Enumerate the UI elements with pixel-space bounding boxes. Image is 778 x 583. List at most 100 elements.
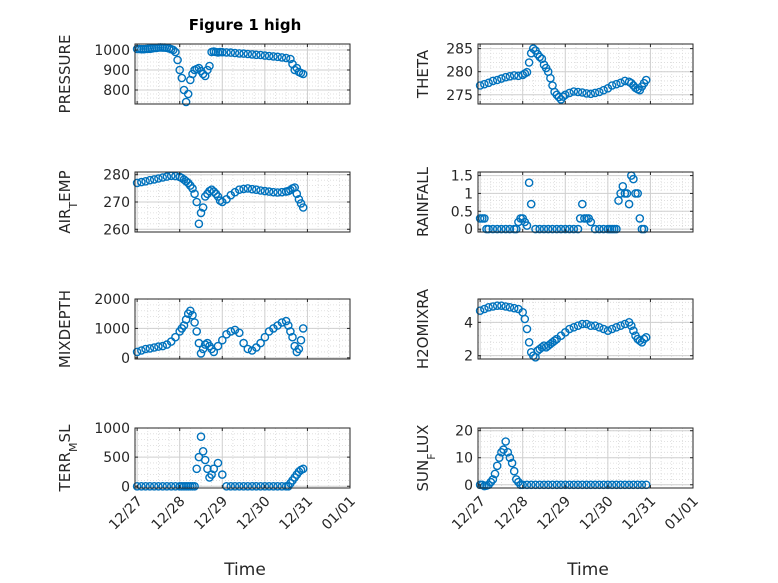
x-tick-label: 01/01 [662, 494, 702, 534]
data-point-terr_msl [158, 481, 167, 491]
data-point-pressure [171, 47, 180, 57]
data-point-air_temp [286, 185, 295, 195]
data-point-rainfall [612, 224, 621, 234]
plot-area-mixdepth [135, 299, 350, 359]
data-point-rainfall [535, 224, 545, 234]
data-point-rainfall [480, 214, 489, 223]
data-point-air_temp [196, 208, 206, 218]
data-point-pressure [243, 49, 253, 59]
data-point-sun_flux [501, 437, 511, 446]
x-tick-label: 12/31 [276, 494, 316, 534]
y-tick-label-rainfall: 1 [464, 186, 473, 202]
data-point-rainfall [539, 224, 549, 234]
data-point-rainfall [575, 214, 585, 223]
data-point-sun_flux [505, 453, 515, 463]
x-tick-label: 12/29 [191, 494, 231, 534]
data-point-h2omixra [590, 321, 600, 331]
data-point-h2omixra [616, 321, 625, 331]
data-point-h2omixra [582, 319, 591, 329]
data-point-rainfall [569, 224, 579, 234]
data-point-air_temp [132, 178, 142, 188]
y-tick-label-h2omixra: 4 [464, 315, 473, 331]
y-tick-label-theta: 280 [446, 65, 473, 81]
data-point-theta [607, 81, 617, 90]
data-point-theta [505, 72, 515, 81]
data-point-h2omixra [612, 322, 621, 332]
data-point-h2omixra [639, 334, 649, 344]
data-point-terr_msl [222, 481, 231, 491]
data-point-h2omixra [550, 336, 559, 346]
data-point-rainfall [556, 224, 566, 234]
data-point-terr_msl [213, 458, 223, 468]
x-axis-label-right: Time [566, 560, 609, 580]
data-point-pressure [222, 48, 231, 57]
panel-sun_flux: 0 10 20 SUNFLUX 12/27 12/28 12/29 12/30 12/31 01/… [414, 424, 702, 534]
data-point-pressure [256, 50, 265, 60]
data-point-h2omixra [492, 301, 502, 311]
data-point-mixdepth [145, 344, 155, 353]
data-point-terr_msl [198, 446, 208, 456]
data-point-mixdepth [226, 327, 236, 336]
y-tick-label-terr_msl: 500 [103, 450, 130, 466]
y-axis-label-terr_msl: TERRMSL [56, 424, 80, 493]
y-axis-label-sun_flux: SUNFLUX [414, 425, 438, 492]
data-point-theta [612, 79, 621, 89]
data-point-mixdepth [192, 327, 201, 336]
y-tick-label-theta: 275 [446, 88, 473, 104]
data-point-pressure [230, 48, 240, 58]
data-point-air_temp [292, 189, 302, 199]
data-point-sun_flux [488, 475, 498, 484]
data-point-mixdepth [137, 346, 146, 355]
y-axis-label-theta: THETA [414, 49, 432, 99]
data-point-h2omixra [599, 324, 608, 334]
y-tick-label-air_temp: 260 [103, 222, 130, 238]
data-point-terr_msl [132, 481, 142, 491]
data-point-mixdepth [149, 343, 159, 352]
data-point-h2omixra [520, 314, 530, 324]
data-point-rainfall [629, 174, 638, 184]
data-point-theta [569, 87, 579, 96]
data-point-mixdepth [260, 332, 270, 342]
y-tick-label-mixdepth: 0 [121, 351, 130, 367]
data-point-theta [488, 76, 498, 86]
data-point-mixdepth [154, 342, 163, 351]
data-point-terr_msl [260, 481, 270, 491]
data-point-terr_msl [166, 481, 176, 491]
data-point-pressure [168, 45, 178, 55]
data-point-theta [522, 67, 532, 77]
axes-box-rainfall [477, 171, 694, 233]
y-axis-label-mixdepth: MIXDEPTH [56, 290, 74, 368]
data-point-rainfall [622, 189, 632, 198]
data-point-terr_msl [239, 481, 248, 491]
x-tick-label: 12/27 [449, 494, 489, 534]
y-axis-label-rainfall: RAINFALL [414, 166, 432, 237]
y-tick-label-terr_msl: 0 [121, 479, 130, 495]
data-point-h2omixra [607, 324, 617, 334]
data-point-h2omixra [524, 337, 534, 347]
panel-mixdepth: 0 1000 2000 MIXDEPTH [56, 290, 351, 368]
data-point-pressure [239, 49, 248, 58]
data-point-pressure [260, 51, 270, 60]
data-point-rainfall [501, 224, 511, 234]
data-point-theta [590, 88, 600, 98]
data-point-mixdepth [200, 340, 210, 349]
data-point-mixdepth [213, 341, 223, 351]
data-point-pressure [183, 89, 193, 99]
data-point-h2omixra [497, 301, 506, 311]
data-point-theta [529, 44, 538, 53]
data-point-mixdepth [243, 344, 253, 354]
data-point-theta [641, 75, 651, 85]
y-axis-label-h2omixra: H2OMIXRA [414, 288, 432, 369]
y-tick-label-theta: 285 [446, 42, 473, 58]
data-point-h2omixra [573, 321, 583, 331]
data-point-rainfall [595, 224, 604, 234]
data-point-air_temp [162, 172, 172, 181]
y-tick-label-rainfall: 0 [464, 222, 473, 238]
data-point-rainfall [484, 224, 493, 234]
data-point-sun_flux [494, 453, 504, 463]
data-point-theta [535, 52, 545, 62]
data-point-terr_msl [230, 481, 240, 491]
data-point-h2omixra [480, 304, 489, 314]
axes-box-terr_msl [134, 427, 351, 489]
